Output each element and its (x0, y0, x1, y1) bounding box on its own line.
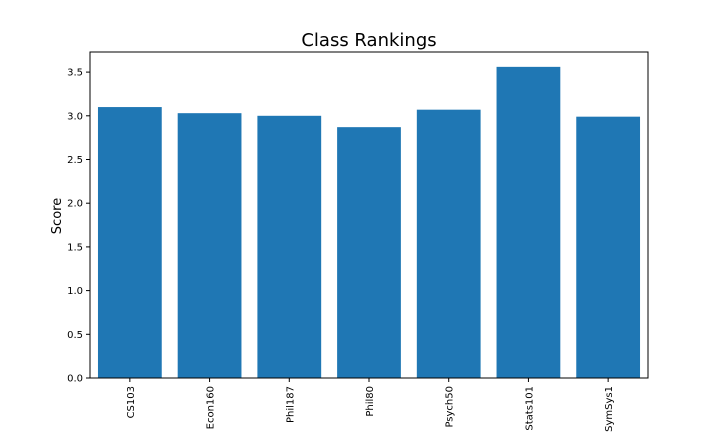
plot-area-frame (89, 51, 649, 379)
y-tick-label: 0.0 (67, 374, 83, 385)
y-axis-ticks: 0.0 0.5 1.0 1.5 2.0 2.5 3.0 3.5 (67, 68, 90, 385)
x-tick-label: Psych50 (445, 386, 456, 428)
y-tick-label: 3.0 (67, 111, 83, 122)
x-tick-label: CS103 (126, 386, 137, 418)
y-tick-label: 3.5 (67, 68, 83, 79)
bar-phil187 (257, 115, 322, 379)
y-axis-label: Score (50, 198, 65, 234)
x-tick-label: Econ160 (206, 386, 217, 429)
x-axis-ticks: CS103 Econ160 Phil187 Phil80 Psych50 Stats101… (126, 378, 615, 432)
chart-title: Class Rankings (301, 30, 436, 51)
x-tick-label: SymSys1 (604, 386, 615, 432)
bar-econ160 (177, 113, 242, 379)
x-tick-label: Stats101 (524, 386, 535, 431)
bar-phil80 (337, 127, 401, 378)
y-tick-label: 1.0 (67, 286, 83, 297)
x-tick-label: Phil80 (365, 386, 376, 417)
bar-stats101 (496, 66, 561, 379)
bars-group (97, 66, 641, 379)
y-tick-label: 2.5 (67, 155, 83, 166)
bar-psych50 (416, 109, 481, 379)
y-tick-label: 0.5 (67, 330, 83, 341)
bar-symsys1 (576, 116, 641, 379)
bar-cs103 (97, 107, 162, 378)
y-tick-label: 2.0 (67, 199, 83, 210)
x-tick-label: Phil187 (285, 386, 296, 423)
y-tick-label: 1.5 (67, 242, 83, 253)
